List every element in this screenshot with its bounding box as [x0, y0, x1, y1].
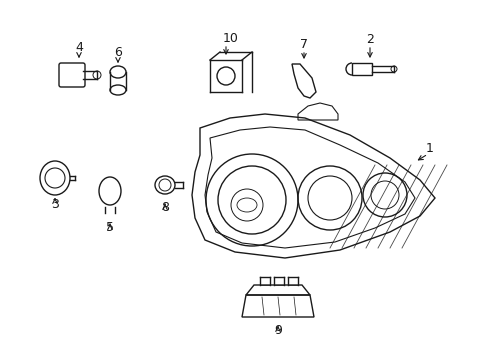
Text: 10: 10 [223, 32, 239, 45]
Text: 8: 8 [161, 201, 169, 213]
Text: 9: 9 [273, 324, 282, 338]
Text: 5: 5 [106, 220, 114, 234]
Text: 6: 6 [114, 45, 122, 59]
Text: 1: 1 [425, 141, 433, 154]
Text: 3: 3 [51, 198, 59, 211]
Text: 7: 7 [299, 37, 307, 50]
Text: 2: 2 [366, 32, 373, 45]
Text: 4: 4 [75, 41, 83, 54]
